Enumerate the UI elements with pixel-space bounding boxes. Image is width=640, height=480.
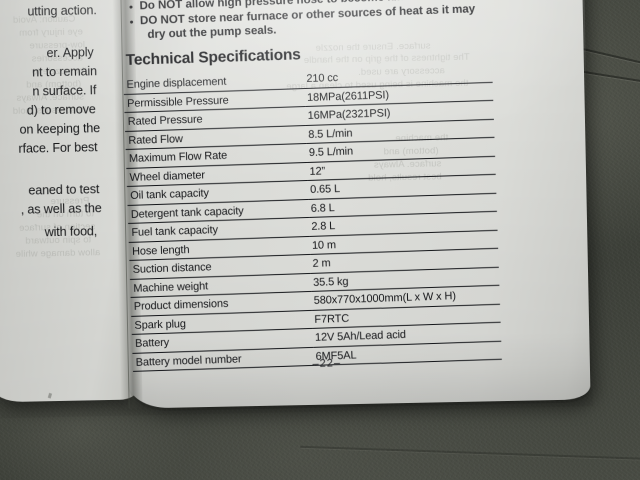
left-page-text-line: with food, — [44, 224, 98, 240]
left-page-text-line: utting action. — [27, 3, 97, 19]
left-page-text-line: , as well as the — [20, 201, 102, 217]
bullet-icon — [129, 5, 133, 9]
technical-specifications-section: Technical Specifications Engine displace… — [122, 40, 502, 372]
bullet-icon — [129, 20, 134, 24]
specifications-table-body: Engine displacement 210 cc Permissible P… — [123, 63, 502, 372]
left-page-text-line: rface. For best — [18, 140, 98, 156]
open-manual-spread: surface. Ensure the nozzle The tightness… — [0, 0, 593, 419]
specifications-table: Engine displacement 210 cc Permissible P… — [123, 63, 502, 372]
